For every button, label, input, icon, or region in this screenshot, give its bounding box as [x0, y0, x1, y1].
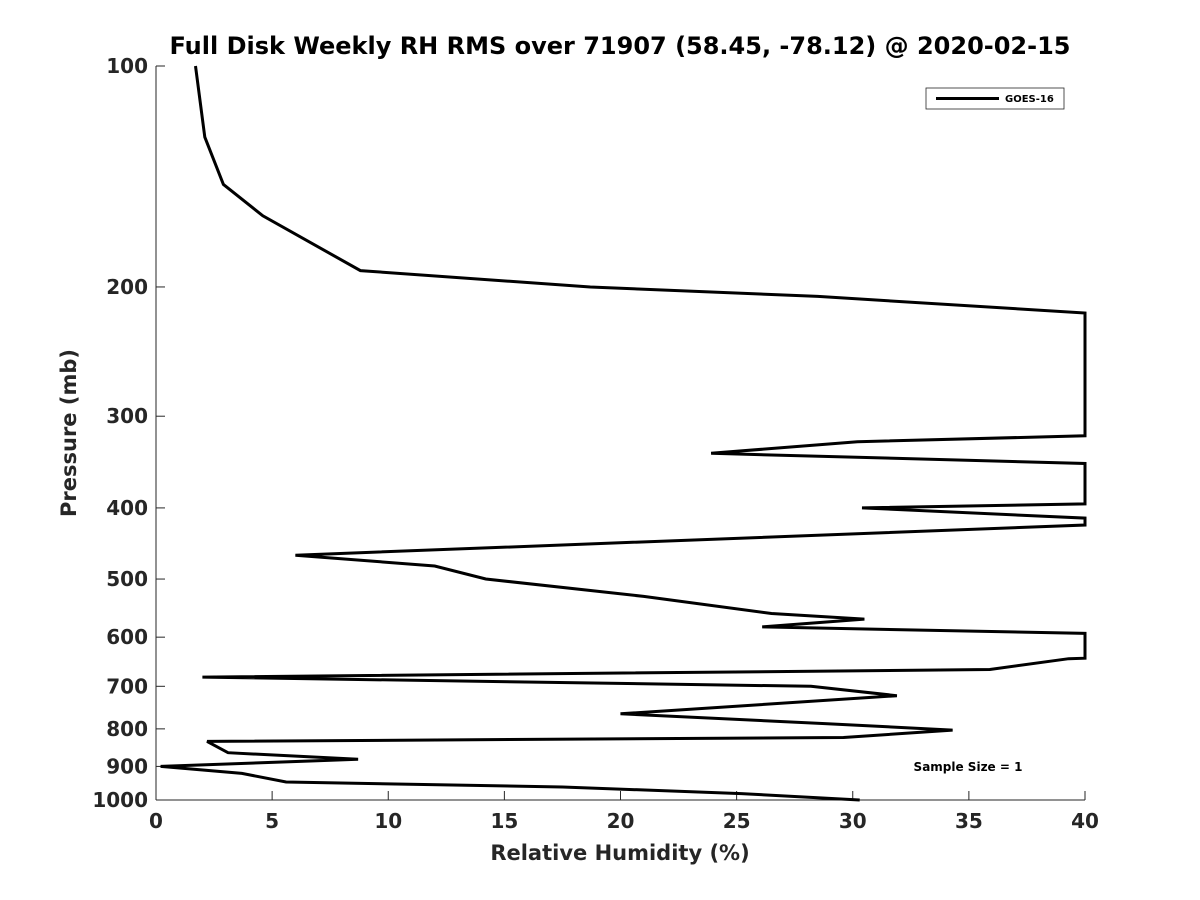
x-tick-label: 10: [374, 809, 402, 833]
y-tick-label: 200: [106, 275, 148, 299]
y-tick-label: 900: [106, 754, 148, 778]
x-tick-label: 25: [723, 809, 751, 833]
y-axis-label: Pressure (mb): [57, 349, 81, 517]
chart-title: Full Disk Weekly RH RMS over 71907 (58.4…: [169, 32, 1070, 60]
y-tick-label: 1000: [92, 788, 148, 812]
y-tick-label: 800: [106, 717, 148, 741]
x-tick-label: 20: [607, 809, 635, 833]
x-tick-label: 0: [149, 809, 163, 833]
x-tick-label: 15: [490, 809, 518, 833]
x-tick-label: 40: [1071, 809, 1099, 833]
series-layer: [160, 65, 1087, 802]
legend: GOES-16: [925, 87, 1065, 110]
series-line-goes-16: [160, 65, 1087, 802]
y-ticks: 100 200 300 400 500 600 700 800 900 1000: [92, 54, 165, 812]
y-tick-label: 400: [106, 496, 148, 520]
sample-size-annotation: Sample Size = 1: [914, 760, 1023, 774]
x-tick-label: 35: [955, 809, 983, 833]
x-ticks: 0 5 10 15 20 25 30 35 40: [149, 791, 1099, 833]
x-axis-label: Relative Humidity (%): [490, 841, 749, 865]
legend-label-goes-16: GOES-16: [1005, 94, 1054, 105]
x-tick-label: 30: [839, 809, 867, 833]
y-tick-label: 300: [106, 404, 148, 428]
x-tick-label: 5: [265, 809, 279, 833]
y-tick-label: 700: [106, 674, 148, 698]
y-tick-label: 500: [106, 567, 148, 591]
y-tick-label: 600: [106, 625, 148, 649]
y-tick-label: 100: [106, 54, 148, 78]
